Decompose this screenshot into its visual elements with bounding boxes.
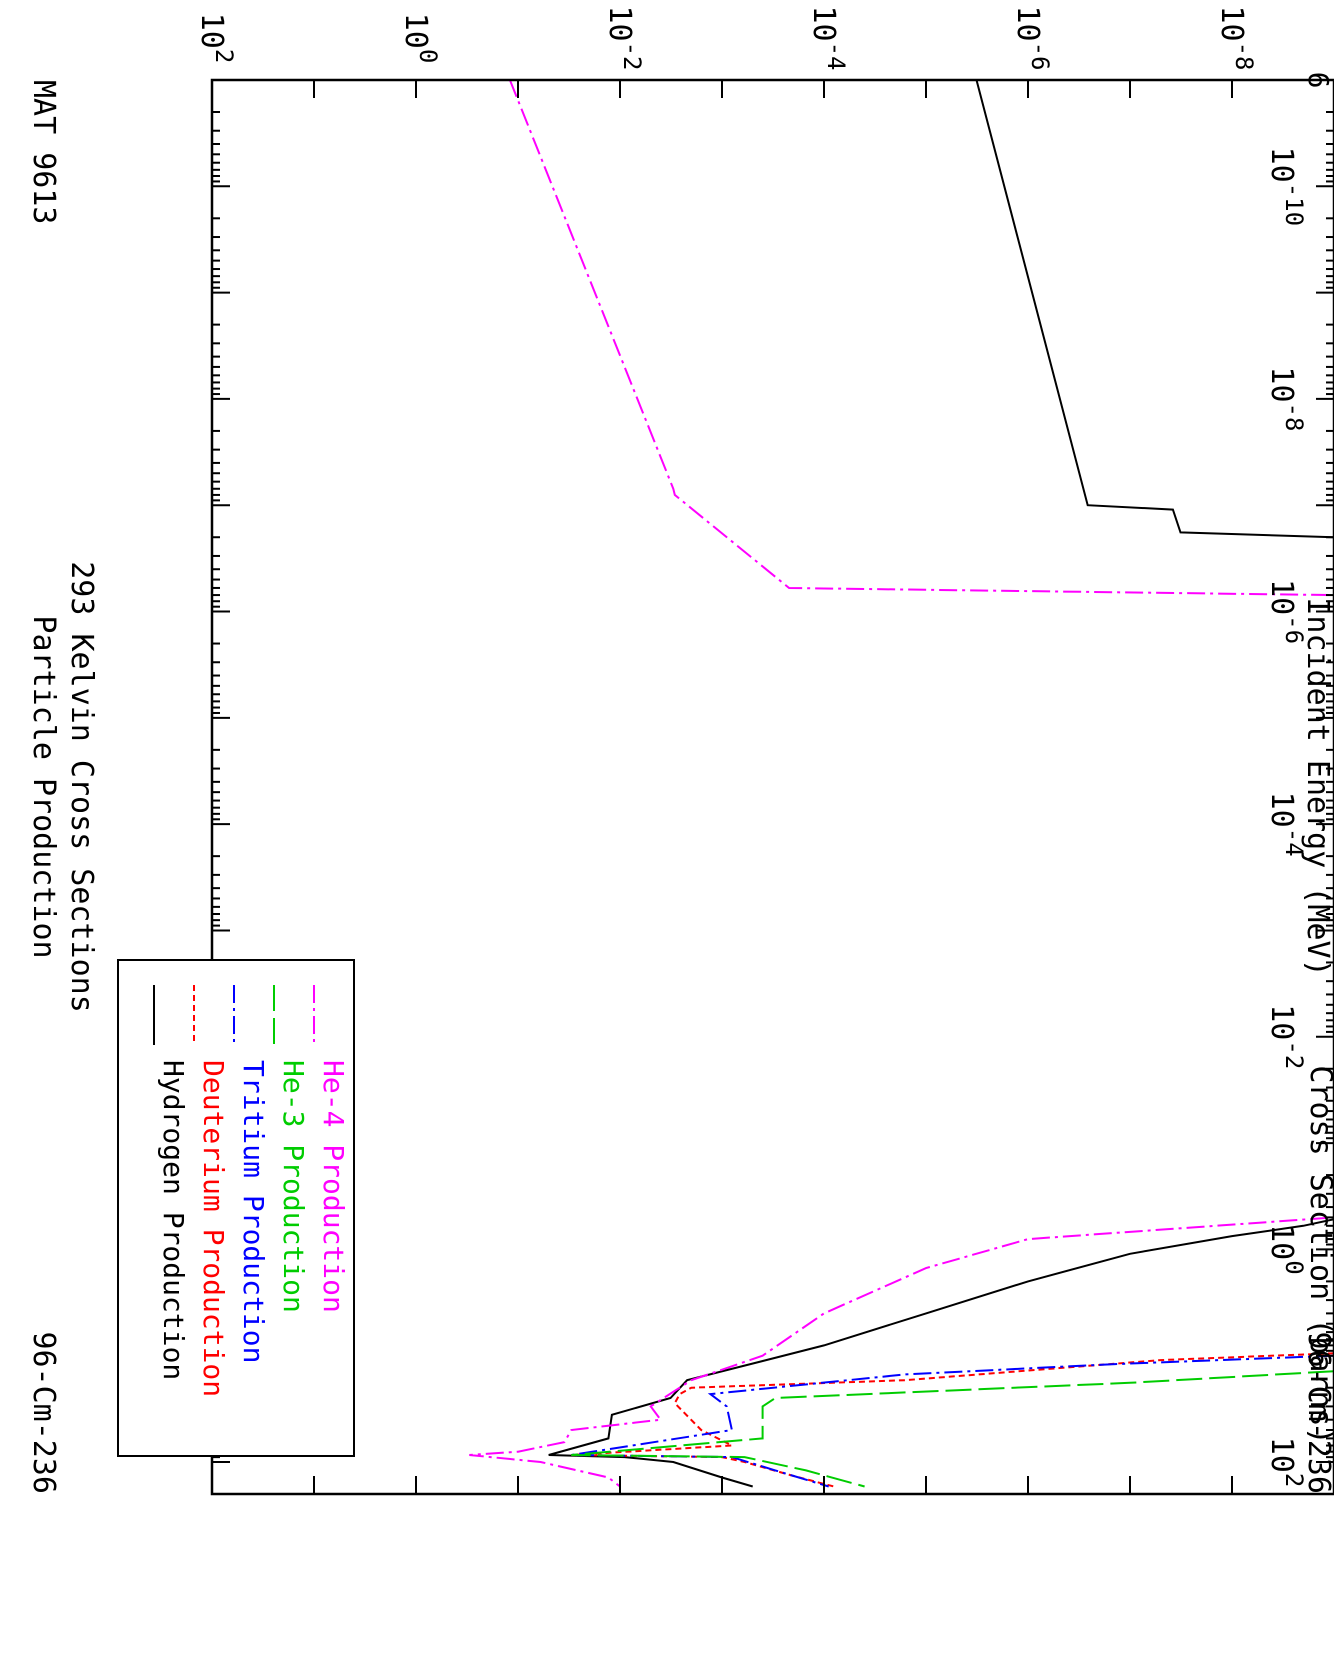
corner-label: 6 [1302,72,1334,89]
x-tick-label: 10-2 [1264,1004,1308,1069]
y-tick-label: 10-6 [1010,5,1054,70]
y-tick-label: 10-4 [806,5,850,70]
x-tick-label: 102 [1264,1437,1308,1488]
x-tick-label: 10-8 [1264,366,1308,431]
legend-box [117,959,355,1457]
series-line-he-3-production [571,1370,1334,1488]
y-axis-label: Cross Section (barns) [1303,1065,1334,1444]
legend-label: He-4 Production [317,1060,350,1313]
legend-label: Tritium Production [237,1060,270,1363]
y-tick-label: 102 [194,13,238,64]
plot-layer [469,80,1334,1488]
nuclide-label-bottom: 96-Cm-236 [1301,1331,1334,1494]
series-line-tritium-production [571,1354,1334,1488]
x-tick-label: 10-4 [1264,792,1308,857]
x-tick-label: 100 [1264,1224,1308,1275]
y-tick-label: 100 [398,13,442,64]
legend-label: He-3 Production [277,1060,310,1313]
x-tick-label: 10-6 [1264,579,1308,644]
y-tick-label: 10-8 [1214,5,1258,70]
labels-layer: Particle Production 293 Kelvin Cross Sec… [26,5,1334,1494]
legend-label: Deuterium Production [197,1060,230,1397]
chart-title: Particle Production [26,615,61,958]
legend-label: Hydrogen Production [157,1060,190,1380]
series-line-he-4-production [469,80,1334,1488]
ticks-layer [211,79,1334,1495]
mat-label: MAT 9613 [26,80,61,225]
x-tick-label: 10-10 [1264,147,1308,226]
series-line-hydrogen-production [548,80,1334,1488]
legend: Hydrogen Production Deuterium Production T… [117,959,355,1457]
x-axis-label: Incident Energy (MeV) [1300,597,1334,976]
nuclide-label-top: 96-Cm-236 [26,1331,61,1494]
y-tick-label: 10-2 [602,5,646,70]
plot-frame [210,78,1334,1496]
chart-subtitle: 293 Kelvin Cross Sections [64,561,99,1013]
